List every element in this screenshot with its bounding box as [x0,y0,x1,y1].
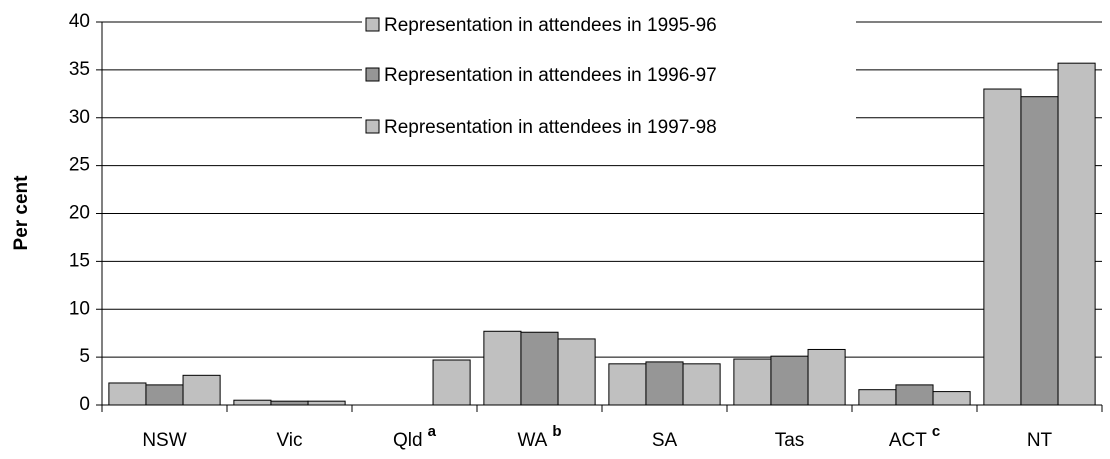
category-note: c [932,423,940,440]
y-tick-label: 30 [69,107,90,128]
bar [520,331,559,406]
bar [807,348,846,406]
y-tick-label: 20 [69,203,90,224]
legend: Representation in attendees in 1995-96 Re… [362,4,856,150]
y-tick-label: 15 [69,250,90,271]
bar [645,361,684,406]
category-name: NSW [142,430,186,451]
bar [270,400,309,406]
bar [432,359,471,406]
y-tick-label: 35 [69,59,90,80]
x-tick-label: NSW [142,430,186,451]
bar [557,338,596,406]
x-tick-label: NT [1027,430,1053,451]
bar [733,358,772,406]
bar [1057,62,1096,406]
y-tick-label: 0 [79,394,90,415]
bar [895,384,934,406]
x-tick-label: Vic [276,430,302,451]
y-tick-label: 5 [79,346,90,367]
category-name: Qld [393,430,423,451]
legend-label: Representation in attendees in 1995-96 [384,15,717,36]
legend-label: Representation in attendees in 1997-98 [384,117,717,138]
y-tick-label: 25 [69,155,90,176]
x-tick-label: Qld a [393,423,437,451]
x-tick-label: Tas [775,430,805,451]
bar [145,384,184,406]
y-tick-label: 10 [69,298,90,319]
category-name: Tas [775,430,805,451]
x-tick-label: WA b [517,423,561,451]
bar [182,374,221,406]
legend-label: Representation in attendees in 1996-97 [384,65,717,86]
legend-swatch [365,119,380,134]
y-axis-label: Per cent [11,175,32,251]
legend-swatch [365,17,380,32]
bar [108,382,147,406]
x-tick-label: ACT c [889,423,940,451]
bar [608,363,647,406]
bars [108,62,1096,406]
bar [233,399,272,406]
category-name: ACT [889,430,927,451]
legend-box [362,4,856,150]
bar [983,88,1022,406]
axes: 0 5 10 15 20 25 30 35 40 [69,11,1103,415]
bar [770,355,809,406]
x-tick-label: SA [652,430,678,451]
category-name: NT [1027,430,1053,451]
category-name: Vic [276,430,302,451]
category-name: SA [652,430,678,451]
y-tick-label: 40 [69,11,90,32]
bar [682,363,721,406]
bar [932,391,971,406]
bar [483,330,522,406]
bar [307,400,346,406]
category-name: WA [517,430,547,451]
category-note: b [552,423,561,440]
category-note: a [428,423,437,440]
bar [1020,96,1059,406]
legend-swatch [365,67,380,82]
bar [858,389,897,406]
